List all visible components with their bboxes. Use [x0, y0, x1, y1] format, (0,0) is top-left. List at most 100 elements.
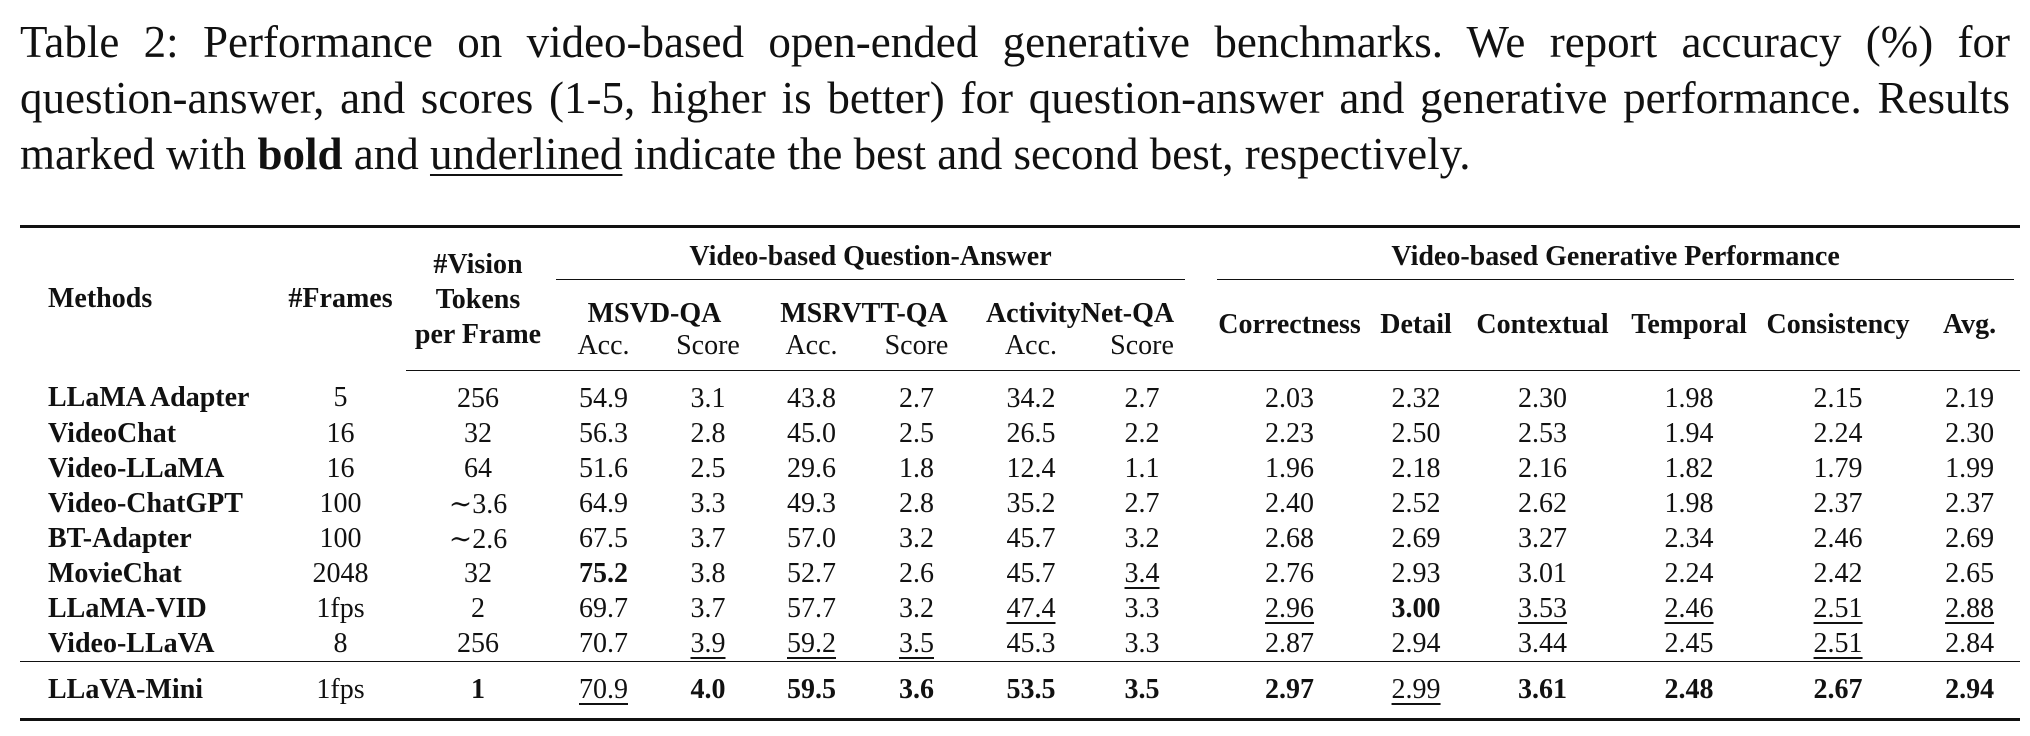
header-cell: Contextual [1464, 280, 1622, 371]
table-cell: 2 [406, 591, 550, 626]
table-row: MovieChat 2048 32 75.2 3.8 52.7 2.6 45.7 3.4 2.76… [20, 556, 2020, 591]
table-cell: 59.2 [759, 626, 864, 662]
spacer [1191, 371, 1211, 417]
table-row: LLaVA-Mini 1fps 1 70.9 4.0 59.5 3.6 53.5 3.5 2.97… [20, 661, 2021, 721]
cell-text: 2.93 [1391, 557, 1441, 589]
table-cell: 2.03 [1211, 371, 1368, 417]
cell-text: 2.51 [1813, 627, 1863, 659]
cell-text: 2.87 [1265, 627, 1315, 659]
table-cell: 256 [406, 371, 550, 417]
cell-text: 2048 [312, 557, 369, 589]
caption-text: indicate the best and second best, respe… [622, 129, 1471, 179]
table-cell: 45.3 [969, 626, 1093, 662]
table-cell: 52.7 [759, 556, 864, 591]
cell-text: 3.1 [690, 382, 726, 414]
table-cell: 2.69 [1919, 521, 2020, 556]
cell-text: 2 [471, 592, 485, 624]
table-cell: 64.9 [550, 486, 657, 521]
table-cell: 2.88 [1919, 591, 2020, 626]
table-cell: 1.79 [1757, 451, 1919, 486]
table-cell: 70.7 [550, 626, 657, 662]
table-cell: 2.48 [1621, 661, 1758, 721]
cell-text: 2.03 [1265, 382, 1315, 414]
header-text: Tokens [435, 283, 521, 315]
metric-header: Temporal [1631, 309, 1747, 340]
cell-text: 2.46 [1664, 592, 1714, 624]
cell-text: 100 [319, 487, 362, 519]
table-cell: 5 [275, 371, 406, 417]
cell-text: 3.2 [899, 592, 934, 624]
spacer [1191, 521, 1211, 556]
header-cell: #Vision Tokens per Frame [406, 225, 550, 371]
table-cell: 75.2 [550, 556, 657, 591]
spacer [1191, 225, 1212, 280]
table-cell: 2.8 [657, 416, 759, 451]
cell-text: 2.16 [1518, 452, 1568, 484]
cell-text: 2.45 [1664, 627, 1714, 659]
metric-header: Correctness [1218, 309, 1361, 340]
cell-text: 2.7 [1124, 382, 1160, 414]
cell-text: 2.2 [1124, 417, 1160, 449]
cell-text: 2.69 [1391, 522, 1441, 554]
table-cell: 67.5 [550, 521, 657, 556]
cell-text: Video-LLaVA [48, 627, 215, 659]
cell-text: 3.53 [1518, 592, 1568, 624]
cell-text: 54.9 [579, 382, 628, 414]
cell-text: 2.65 [1945, 557, 1995, 589]
table-cell: 70.9 [550, 661, 657, 721]
table-cell: 2.67 [1757, 661, 1920, 721]
cell-text: 3.7 [690, 522, 726, 554]
cell-text: 2.94 [1391, 627, 1441, 659]
cell-text: 3.9 [690, 627, 726, 659]
header-cell: Score [864, 330, 969, 371]
header-cell: Acc. [759, 330, 864, 371]
cell-text: 3.3 [1124, 592, 1160, 624]
header-cell: Detail [1368, 280, 1465, 371]
table-cell: 1fps [275, 591, 406, 626]
cell-text: 8 [333, 627, 348, 659]
cell-text: 2.62 [1518, 487, 1568, 519]
table-cell: 3.3 [657, 486, 759, 521]
spacer [1191, 591, 1211, 626]
cell-text: 45.3 [1006, 627, 1056, 659]
table-cell: 12.4 [969, 451, 1093, 486]
header-cell: Acc. [550, 330, 657, 371]
table-cell: 3.5 [1093, 661, 1192, 721]
table-cell: 2.37 [1757, 486, 1919, 521]
header-text: per Frame [414, 318, 542, 350]
table-cell: 29.6 [759, 451, 864, 486]
cell-text: 3.3 [690, 487, 726, 519]
header-cell: ActivityNet-QA [969, 280, 1191, 330]
table-cell: 16 [275, 416, 406, 451]
table-cell: 2.30 [1464, 371, 1621, 417]
table-cell: 3.2 [1093, 521, 1191, 556]
cell-text: 3.2 [1124, 522, 1160, 554]
table-cell: 3.1 [657, 371, 759, 417]
cell-text: 52.7 [787, 557, 836, 589]
table-cell: 3.44 [1464, 626, 1621, 662]
metric-header: Acc. [1004, 330, 1058, 361]
spacer [1191, 416, 1211, 451]
cell-text: 2.50 [1391, 417, 1441, 449]
table-cell: 2.8 [864, 486, 969, 521]
cell-text: 2.24 [1813, 417, 1863, 449]
table-cell: 1.98 [1621, 371, 1757, 417]
metric-header: Score [676, 330, 740, 361]
cell-text: 2.51 [1813, 592, 1863, 624]
cell-text: 2.76 [1265, 557, 1315, 589]
cell-text: 3.01 [1518, 557, 1568, 589]
table-cell: 2.7 [1093, 486, 1191, 521]
table-cell: 4.0 [657, 661, 759, 721]
cell-text: 3.44 [1518, 627, 1568, 659]
table-row: LLaMA Adapter 5 256 54.9 3.1 43.8 2.7 34.2 2.7 2.… [20, 371, 2020, 417]
header-cell: Correctness [1211, 280, 1369, 371]
table-cell: 2.93 [1368, 556, 1464, 591]
cell-text: 57.7 [787, 592, 836, 624]
table-cell: 2.68 [1211, 521, 1368, 556]
table-cell: 2.2 [1093, 416, 1191, 451]
table-cell: 1.82 [1621, 451, 1757, 486]
header-cell: Methods [20, 225, 275, 371]
cell-text: 3.27 [1518, 522, 1568, 554]
caption: Table 2: Performance on video-based open… [20, 14, 2010, 182]
table-cell: 2.16 [1464, 451, 1621, 486]
